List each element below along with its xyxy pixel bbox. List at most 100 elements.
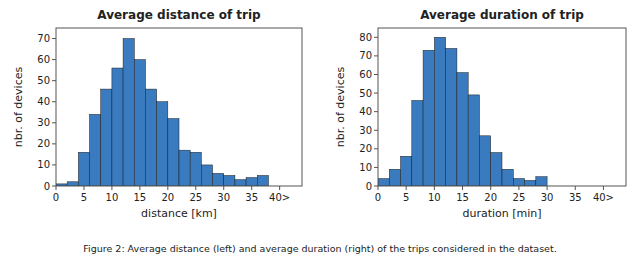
x-tick: [378, 186, 379, 190]
bar: [491, 153, 502, 186]
x-tick-label: 5: [403, 192, 409, 203]
bars: [56, 39, 268, 186]
bar: [145, 89, 156, 186]
y-tick: [374, 167, 378, 168]
x-tick-label: 35: [569, 192, 582, 203]
y-tick-label: 20: [37, 138, 50, 149]
x-tick-label: 10: [106, 192, 119, 203]
bar: [502, 169, 513, 186]
y-tick: [52, 101, 56, 102]
x-tick: [83, 186, 84, 190]
bar: [67, 182, 78, 186]
x-tick-label: 0: [53, 192, 59, 203]
x-tick-label: 20: [484, 192, 497, 203]
y-tick-label: 30: [359, 125, 372, 136]
y-tick-label: 50: [359, 88, 372, 99]
bars: [378, 37, 547, 186]
panel: 010203040506070800510152025303540>Averag…: [334, 8, 626, 220]
title: Average duration of trip: [420, 8, 584, 22]
x-tick-label: 20: [161, 192, 174, 203]
bar: [412, 100, 423, 186]
y-tick: [374, 74, 378, 75]
y-tick-label: 70: [37, 33, 50, 44]
bar: [389, 169, 400, 186]
x-tick: [490, 186, 491, 190]
x-tick-label: 40>: [593, 192, 614, 203]
y-tick-label: 10: [359, 162, 372, 173]
bar: [378, 179, 389, 186]
bar: [468, 95, 479, 186]
x-tick: [603, 186, 604, 190]
bar: [201, 165, 212, 186]
y-tick-label: 0: [44, 181, 50, 192]
title: Average distance of trip: [97, 8, 261, 22]
bar: [525, 180, 536, 186]
y-tick-label: 40: [37, 96, 50, 107]
x-tick: [251, 186, 252, 190]
y-tick: [52, 164, 56, 165]
x-tick: [111, 186, 112, 190]
x-tick-label: 5: [81, 192, 87, 203]
bar: [434, 37, 445, 186]
bar: [513, 179, 524, 186]
bar: [78, 152, 89, 186]
x-axis-label: duration [min]: [462, 207, 541, 220]
bar: [257, 175, 268, 186]
bar: [112, 68, 123, 186]
y-tick: [52, 38, 56, 39]
y-tick: [374, 111, 378, 112]
x-axis-label: distance [km]: [141, 207, 217, 220]
figure: 0102030405060700510152025303540>Average …: [0, 0, 640, 260]
y-tick: [374, 186, 378, 187]
y-tick-label: 20: [359, 143, 372, 154]
bar: [235, 180, 246, 186]
bar: [157, 102, 168, 186]
y-tick-label: 70: [359, 50, 372, 61]
x-tick: [434, 186, 435, 190]
y-tick-label: 30: [37, 117, 50, 128]
x-tick: [223, 186, 224, 190]
x-tick-label: 30: [217, 192, 230, 203]
bar: [536, 177, 547, 186]
y-tick: [374, 148, 378, 149]
bar: [401, 156, 412, 186]
x-tick: [279, 186, 280, 190]
y-axis-label: nbr. of devices: [334, 67, 347, 148]
bar: [457, 73, 468, 186]
bar: [479, 136, 490, 186]
y-tick-label: 60: [37, 54, 50, 65]
x-tick-label: 40>: [269, 192, 290, 203]
bar: [134, 60, 145, 186]
panel: 0102030405060700510152025303540>Average …: [12, 8, 302, 220]
y-tick: [52, 186, 56, 187]
bar: [123, 39, 134, 186]
bar: [224, 175, 235, 186]
y-tick: [374, 37, 378, 38]
y-axis-label: nbr. of devices: [12, 67, 25, 148]
x-tick: [139, 186, 140, 190]
x-tick: [462, 186, 463, 190]
bar: [168, 119, 179, 186]
x-tick: [547, 186, 548, 190]
y-tick-label: 10: [37, 159, 50, 170]
caption: Figure 2: Average distance (left) and av…: [83, 243, 556, 254]
bar: [90, 114, 101, 186]
y-tick-label: 0: [366, 181, 372, 192]
y-tick: [374, 55, 378, 56]
bar: [213, 173, 224, 186]
x-tick: [195, 186, 196, 190]
bar: [423, 50, 434, 186]
x-tick-label: 35: [245, 192, 258, 203]
x-tick: [167, 186, 168, 190]
bar: [190, 152, 201, 186]
y-tick: [374, 130, 378, 131]
plot-frame: [378, 28, 626, 186]
x-tick-label: 30: [541, 192, 554, 203]
x-tick-label: 0: [375, 192, 381, 203]
x-tick-label: 25: [189, 192, 202, 203]
x-tick: [56, 186, 57, 190]
bar: [179, 150, 190, 186]
bar: [446, 48, 457, 186]
x-tick-label: 15: [456, 192, 469, 203]
y-tick: [52, 122, 56, 123]
